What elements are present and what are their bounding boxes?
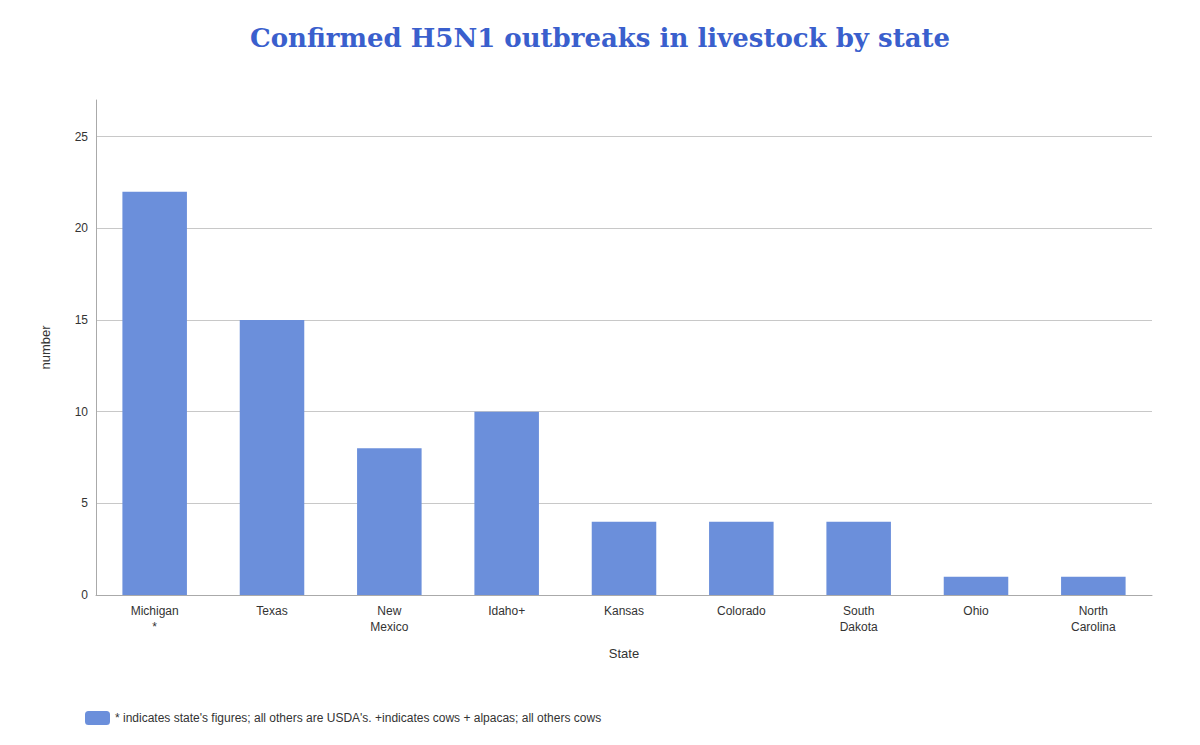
svg-text:*: * bbox=[152, 620, 157, 634]
svg-text:Carolina: Carolina bbox=[1071, 620, 1116, 634]
svg-text:number: number bbox=[38, 325, 53, 370]
svg-text:Mexico: Mexico bbox=[370, 620, 408, 634]
svg-text:Idaho+: Idaho+ bbox=[488, 604, 525, 618]
svg-text:North: North bbox=[1079, 604, 1108, 618]
svg-text:Michigan: Michigan bbox=[131, 604, 179, 618]
svg-text:20: 20 bbox=[75, 221, 89, 235]
svg-text:Colorado: Colorado bbox=[717, 604, 766, 618]
svg-text:New: New bbox=[377, 604, 401, 618]
svg-text:Texas: Texas bbox=[256, 604, 287, 618]
svg-text:15: 15 bbox=[75, 313, 89, 327]
svg-text:25: 25 bbox=[75, 130, 89, 144]
svg-text:Dakota: Dakota bbox=[840, 620, 878, 634]
svg-text:State: State bbox=[609, 646, 639, 661]
svg-text:South: South bbox=[843, 604, 874, 618]
svg-text:10: 10 bbox=[75, 405, 89, 419]
svg-text:Kansas: Kansas bbox=[604, 604, 644, 618]
svg-text:* indicates state's figures; a: * indicates state's figures; all others … bbox=[115, 711, 601, 725]
svg-text:0: 0 bbox=[81, 588, 88, 602]
svg-text:Ohio: Ohio bbox=[963, 604, 989, 618]
svg-text:5: 5 bbox=[81, 496, 88, 510]
svg-text:Confirmed H5N1 outbreaks in li: Confirmed H5N1 outbreaks in livestock by… bbox=[250, 23, 950, 53]
